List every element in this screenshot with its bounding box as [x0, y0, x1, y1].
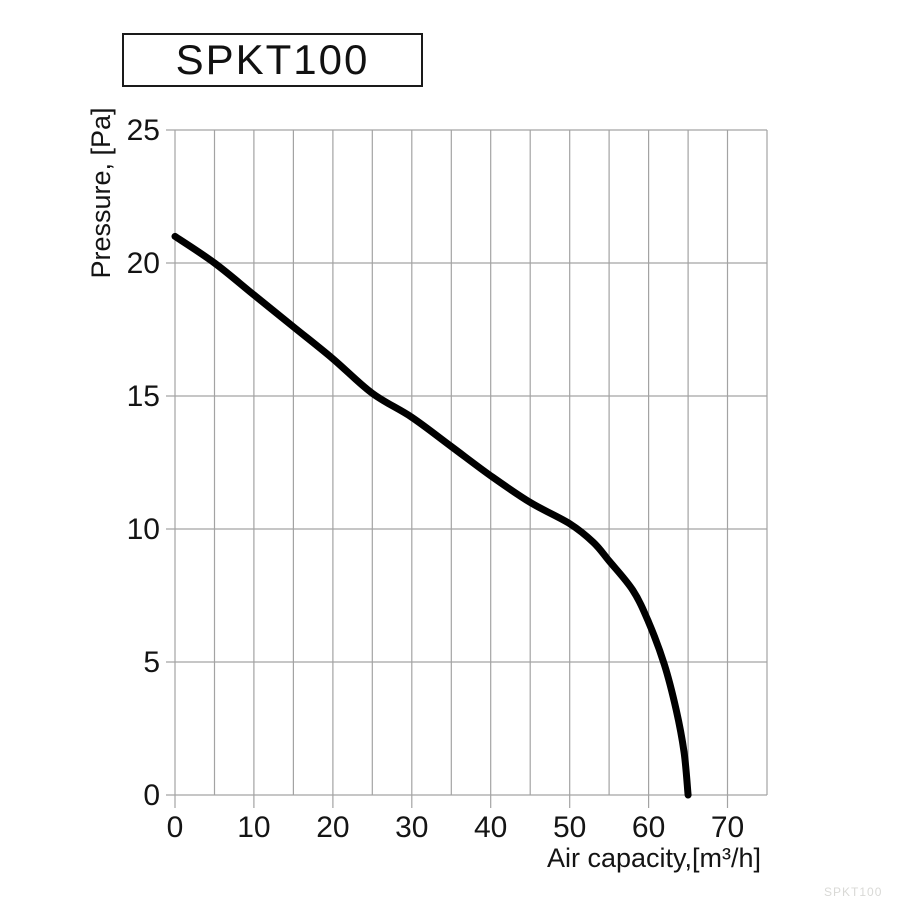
- x-tick-label: 20: [316, 811, 349, 844]
- y-tick-label: 25: [127, 114, 160, 147]
- watermark-label: SPKT100: [824, 885, 883, 899]
- y-tick-label: 15: [127, 380, 160, 413]
- x-tick-label: 70: [711, 811, 744, 844]
- x-tick-label: 0: [167, 811, 184, 844]
- x-tick-label: 30: [395, 811, 428, 844]
- y-tick-label: 10: [127, 513, 160, 546]
- chart-title-box: SPKT100: [122, 33, 423, 87]
- x-tick-label: 40: [474, 811, 507, 844]
- y-tick-label: 20: [127, 247, 160, 280]
- y-tick-label: 0: [143, 779, 160, 812]
- x-tick-label: 50: [553, 811, 586, 844]
- x-axis-title: Air capacity,[m³/h]: [546, 843, 761, 873]
- y-tick-label: 5: [143, 646, 160, 679]
- fan-performance-curve: [171, 232, 692, 799]
- x-tick-label: 60: [632, 811, 665, 844]
- chart-title: SPKT100: [175, 36, 370, 83]
- x-tick-label: 10: [237, 811, 270, 844]
